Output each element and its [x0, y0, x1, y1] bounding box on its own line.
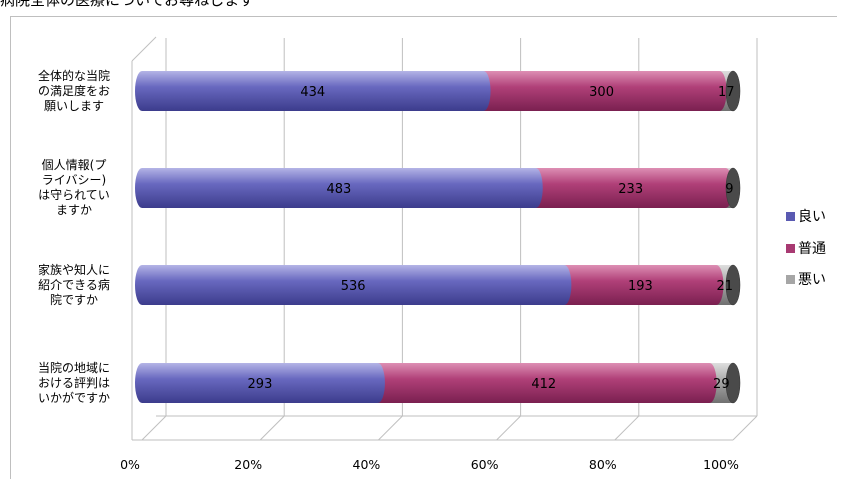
data-label: 17 — [718, 85, 735, 100]
floor-gridline — [141, 415, 167, 441]
bar-group: 434 300 17 — [135, 70, 741, 112]
bar-group: 536 193 21 — [135, 264, 741, 306]
bar-normal — [564, 265, 717, 305]
category-label-line: は守られてい — [38, 188, 110, 202]
floor-gridline — [496, 415, 521, 441]
data-label: 300 — [589, 85, 614, 100]
legend-item-bad: 悪い — [786, 271, 826, 289]
x-tick-label: 0% — [120, 457, 140, 472]
data-label: 483 — [326, 182, 351, 197]
bar-group: 483 233 9 — [135, 167, 741, 209]
bar-cap — [476, 71, 491, 111]
category-label: 全体的な当院 の満足度をお 願いします — [22, 69, 126, 114]
data-label: 536 — [341, 279, 366, 294]
bar-end-cap — [725, 264, 741, 306]
chart-title: 病院全体の医療についてお尋ねします — [0, 0, 255, 9]
bar-good — [142, 363, 378, 403]
category-label: 家族や知人に 紹介できる病 院ですか — [22, 263, 126, 308]
floor-gridline — [614, 415, 640, 441]
legend-label-good: 良い — [798, 209, 826, 225]
data-label: 21 — [716, 279, 733, 294]
legend-item-normal: 普通 — [786, 240, 826, 258]
bar-cap — [135, 265, 149, 305]
bar-good — [142, 71, 484, 111]
floor-gridline — [378, 415, 403, 441]
floor-gridline — [732, 415, 758, 441]
chart-frame — [10, 16, 837, 479]
category-label-line: 紹介できる病 — [38, 277, 110, 292]
x-tick-label: 100% — [703, 457, 739, 472]
category-label-line: ライバシー) — [41, 173, 107, 187]
bar-normal — [535, 168, 726, 208]
category-label-line: おける評判は — [37, 375, 110, 390]
bar-end-cap — [725, 362, 741, 404]
category-label-line: 当院の地域に — [37, 360, 110, 375]
category-label-line: の満足度をお — [37, 83, 110, 98]
bar-cap — [712, 71, 727, 111]
bar-cap — [370, 363, 385, 403]
category-label-line: 願いします — [43, 98, 104, 113]
data-label: 434 — [300, 85, 325, 100]
x-tick-label: 40% — [352, 457, 381, 472]
bar-end-cap — [725, 167, 741, 209]
bar-end-cap — [725, 70, 741, 112]
bar-cap — [135, 168, 149, 208]
x-tick-label: 80% — [588, 457, 617, 472]
bar-cap — [557, 265, 572, 305]
legend-swatch-normal — [786, 244, 795, 253]
bar-cap — [702, 363, 717, 403]
wall-edge — [131, 36, 157, 62]
floor-gridline — [259, 415, 285, 441]
category-label: 当院の地域に おける評判は いかがですか — [22, 361, 126, 406]
category-label-line: 家族や知人に — [37, 262, 110, 277]
category-label-line: 個人情報(プ — [41, 158, 107, 172]
x-tick-label: 20% — [234, 457, 263, 472]
bar-cap — [135, 363, 149, 403]
data-label: 9 — [725, 182, 733, 197]
category-label-line: ますか — [55, 203, 92, 217]
legend-swatch-good — [786, 212, 795, 221]
legend-label-normal: 普通 — [798, 241, 826, 257]
data-label: 29 — [713, 377, 730, 392]
legend-label-bad: 悪い — [798, 272, 826, 288]
data-label: 412 — [531, 377, 556, 392]
category-label-line: いかがですか — [37, 390, 110, 405]
bar-cap — [709, 265, 724, 305]
x-tick-label: 60% — [470, 457, 499, 472]
data-label: 233 — [618, 182, 643, 197]
bar-cap — [135, 71, 149, 111]
data-label: 193 — [628, 279, 653, 294]
bar-group: 293 412 29 — [135, 362, 741, 404]
data-label: 293 — [248, 377, 273, 392]
legend-item-good: 良い — [786, 208, 826, 226]
category-label: 個人情報(プ ライバシー) は守られてい ますか — [22, 158, 126, 218]
legend-swatch-bad — [786, 275, 795, 284]
bar-normal — [377, 363, 710, 403]
category-label-line: 全体的な当院 — [37, 68, 110, 83]
bar-good — [142, 168, 536, 208]
bar-normal — [483, 71, 720, 111]
bar-cap — [528, 168, 543, 208]
bar-good — [142, 265, 565, 305]
category-label-line: 院ですか — [49, 292, 98, 307]
